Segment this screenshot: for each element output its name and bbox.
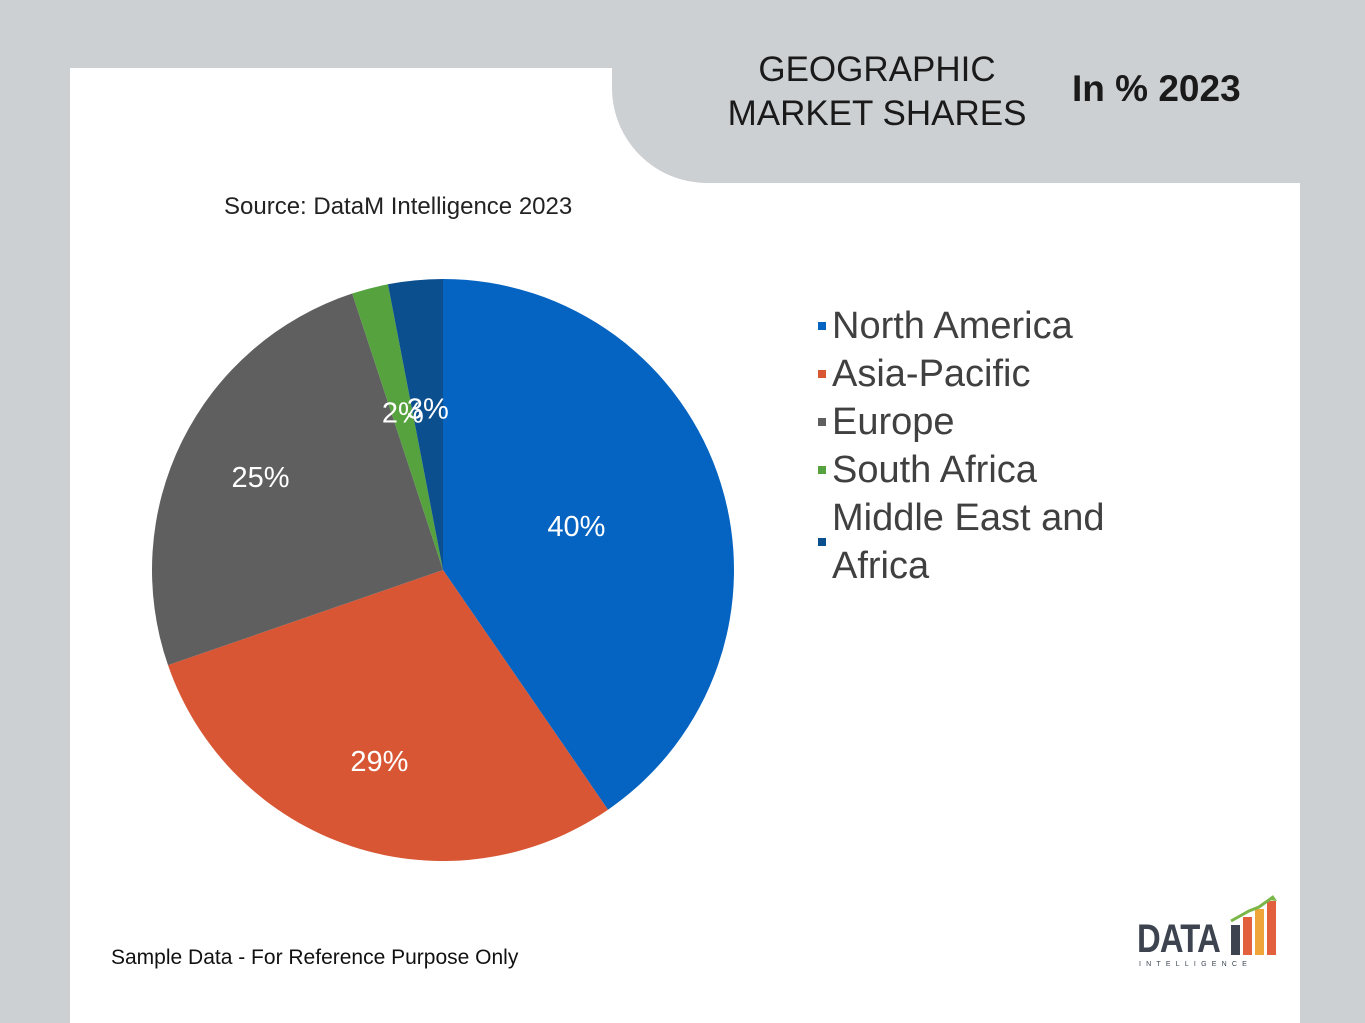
legend-swatch (818, 538, 826, 546)
pie-data-label: 29% (350, 746, 408, 778)
legend-label: South Africa (832, 449, 1037, 491)
header-tab (612, 0, 1365, 183)
datam-logo: DATA INTELLIGENCE (1137, 895, 1277, 975)
logo-word: DATA (1137, 917, 1221, 961)
pie-slice-middle-east-and-africa (387, 279, 443, 570)
legend-item: North America (818, 302, 1178, 350)
logo-bars-icon (1230, 895, 1277, 955)
title-line-1: GEOGRAPHIC (758, 50, 996, 89)
legend-item: South Africa (818, 446, 1178, 494)
pie-slice-asia-pacific (168, 570, 609, 861)
legend-swatch (818, 370, 826, 378)
pie-data-label: 2% (382, 398, 424, 430)
year-label: In % 2023 (1072, 68, 1241, 109)
chart-title: GEOGRAPHIC MARKET SHARES (712, 48, 1042, 136)
chart-legend: North America Asia-Pacific Europe South Afr… (818, 302, 1178, 590)
footer-note: Sample Data - For Reference Purpose Only (111, 946, 519, 969)
pie-slices (152, 279, 735, 861)
legend-swatch (818, 466, 826, 474)
legend-swatch (818, 418, 826, 426)
pie-labels: 40% 29% 25% 2%3% (231, 393, 605, 778)
legend-item: Asia-Pacific (818, 350, 1178, 398)
pie-slice-europe (152, 293, 443, 666)
pie-slice-south-africa (352, 284, 443, 570)
legend-label: Europe (832, 401, 955, 443)
legend-label: Middle East and Africa (832, 497, 1105, 587)
legend-swatch (818, 322, 826, 330)
source-note: Source: DataM Intelligence 2023 (224, 193, 573, 220)
pie-data-label: 40% (547, 511, 605, 543)
pie-data-label: 25% (231, 462, 289, 494)
legend-label: Asia-Pacific (832, 353, 1031, 395)
pie-chart: 40% 29% 25% 2%3% (152, 279, 735, 861)
legend-item: Europe (818, 398, 1178, 446)
legend-item: Middle East and Africa (818, 494, 1178, 590)
title-line-2: MARKET SHARES (727, 94, 1027, 133)
logo-subtitle: INTELLIGENCE (1139, 961, 1252, 968)
legend-label: North America (832, 305, 1073, 347)
pie-data-label: 3% (407, 393, 449, 425)
pie-slice-north-america (443, 279, 735, 810)
